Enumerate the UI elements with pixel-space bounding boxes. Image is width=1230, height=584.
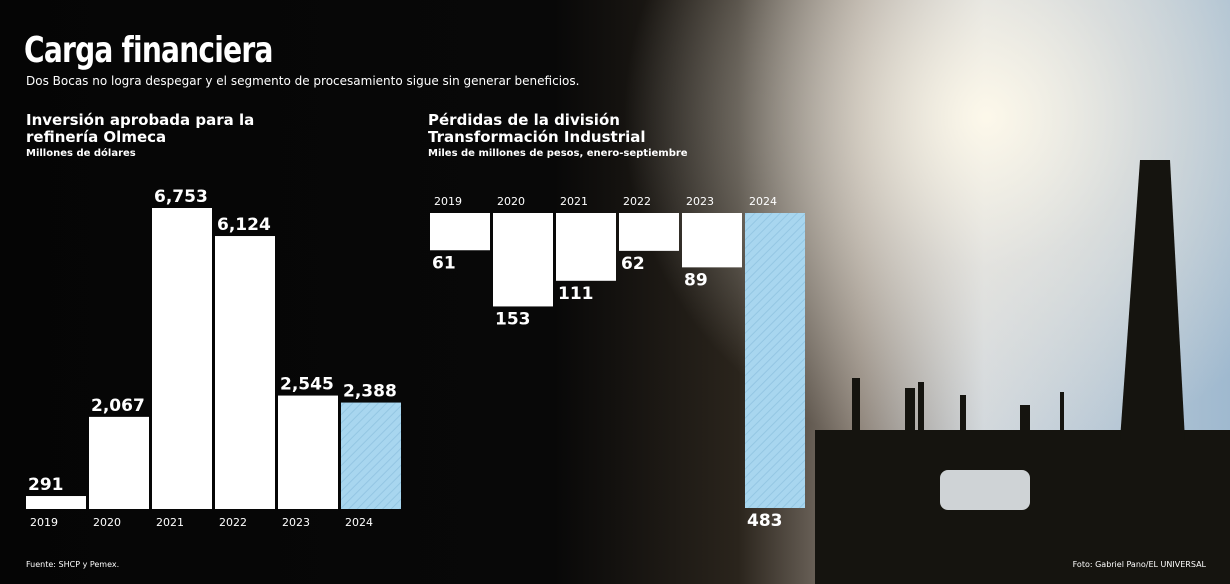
x-tick-label: 2020 — [93, 516, 121, 529]
chart-title: Inversión aprobada para la refinería Olm… — [26, 111, 255, 146]
chart-subtitle: Millones de dólares — [26, 148, 136, 159]
bar-hatch — [745, 213, 805, 508]
x-tick-label: 2019 — [434, 195, 462, 208]
photo-credit: Foto: Gabriel Pano/EL UNIVERSAL — [1072, 560, 1206, 569]
x-tick-label: 2021 — [560, 195, 588, 208]
bar — [493, 213, 553, 307]
value-label: 2,545 — [280, 375, 334, 395]
bar — [556, 213, 616, 281]
value-label: 483 — [747, 511, 783, 531]
plot-area: 291 2019 2,067 2020 6,753 2021 6,124 2022 2,545 2… — [26, 187, 805, 531]
value-label: 89 — [684, 270, 708, 290]
refinery-silhouette — [815, 160, 1230, 584]
value-label: 153 — [495, 309, 531, 329]
value-label: 2,388 — [343, 382, 397, 402]
x-tick-label: 2020 — [497, 195, 525, 208]
bar — [619, 213, 679, 251]
bar — [152, 208, 212, 509]
bar — [278, 395, 338, 509]
x-tick-label: 2022 — [219, 516, 247, 529]
x-tick-label: 2024 — [749, 195, 777, 208]
value-label: 111 — [558, 284, 594, 304]
bar — [89, 416, 149, 509]
bar — [682, 213, 742, 268]
subtitle: Dos Bocas no logra despegar y el segment… — [26, 74, 580, 88]
value-label: 291 — [28, 475, 64, 495]
chart-subtitle: Miles de millones de pesos, enero-septie… — [428, 148, 688, 159]
x-tick-label: 2023 — [686, 195, 714, 208]
chart-title: Pérdidas de la división Transformación I… — [428, 111, 646, 146]
value-label: 2,067 — [91, 396, 145, 416]
x-tick-label: 2019 — [30, 516, 58, 529]
value-label: 61 — [432, 253, 456, 273]
value-label: 6,753 — [154, 187, 208, 207]
source: Fuente: SHCP y Pemex. — [26, 560, 120, 569]
bar — [215, 236, 275, 509]
bar — [26, 496, 86, 509]
x-tick-label: 2022 — [623, 195, 651, 208]
title: Carga financiera — [24, 30, 273, 71]
bar-hatch — [341, 402, 401, 509]
x-tick-label: 2021 — [156, 516, 184, 529]
value-label: 62 — [621, 254, 645, 274]
value-label: 6,124 — [217, 215, 271, 235]
x-tick-label: 2023 — [282, 516, 310, 529]
x-tick-label: 2024 — [345, 516, 373, 529]
bar — [430, 213, 490, 251]
